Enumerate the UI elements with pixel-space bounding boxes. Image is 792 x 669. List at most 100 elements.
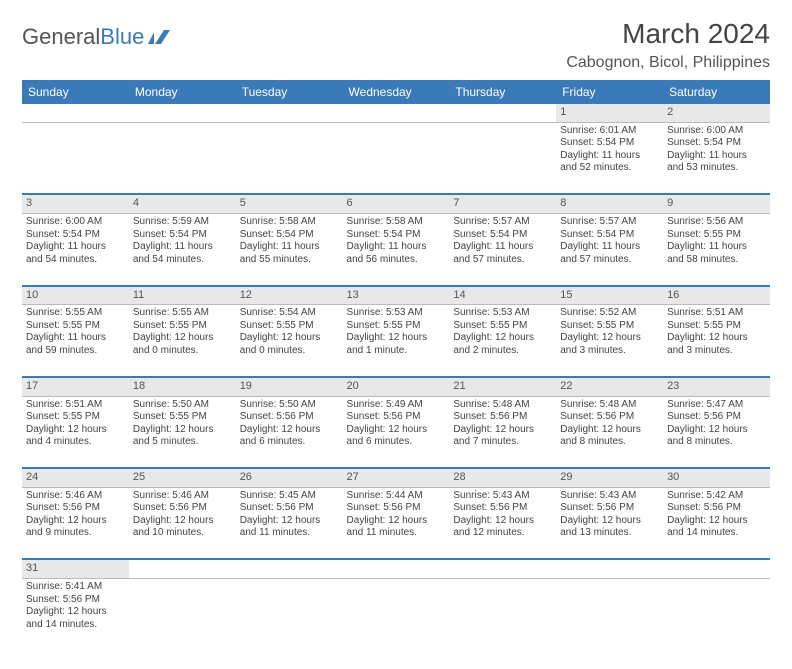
sunset-line: Sunset: 5:54 PM	[453, 229, 552, 242]
daylight-line: Daylight: 12 hours and 6 minutes.	[240, 424, 339, 449]
day-content-cell: Sunrise: 5:42 AMSunset: 5:56 PMDaylight:…	[663, 487, 770, 559]
day-number: 30	[667, 471, 679, 483]
daylight-line: Daylight: 12 hours and 14 minutes.	[26, 606, 125, 631]
daylight-line: Daylight: 11 hours and 54 minutes.	[26, 241, 125, 266]
day-content-cell	[22, 122, 129, 194]
sunset-line: Sunset: 5:56 PM	[347, 502, 446, 515]
weekday-header: Monday	[129, 80, 236, 104]
weekday-header: Wednesday	[343, 80, 450, 104]
sunset-line: Sunset: 5:56 PM	[560, 502, 659, 515]
sunset-line: Sunset: 5:54 PM	[347, 229, 446, 242]
sunset-line: Sunset: 5:54 PM	[560, 229, 659, 242]
daylight-line: Daylight: 12 hours and 7 minutes.	[453, 424, 552, 449]
day-number: 9	[667, 197, 673, 209]
sunset-line: Sunset: 5:55 PM	[26, 320, 125, 333]
day-content-cell: Sunrise: 5:50 AMSunset: 5:55 PMDaylight:…	[129, 396, 236, 468]
sunrise-line: Sunrise: 5:55 AM	[26, 307, 125, 320]
day-number-cell	[556, 559, 663, 578]
calendar-body: 12Sunrise: 6:01 AMSunset: 5:54 PMDayligh…	[22, 104, 770, 651]
daylight-line: Daylight: 12 hours and 3 minutes.	[560, 332, 659, 357]
day-number: 1	[560, 106, 566, 118]
brand-name-a: General	[22, 24, 100, 49]
sunset-line: Sunset: 5:56 PM	[453, 411, 552, 424]
daylight-line: Daylight: 11 hours and 53 minutes.	[667, 150, 766, 175]
header: GeneralBlue March 2024 Cabognon, Bicol, …	[22, 18, 770, 72]
day-content-cell	[129, 122, 236, 194]
day-number: 12	[240, 289, 252, 301]
day-number-cell: 15	[556, 286, 663, 305]
daylight-line: Daylight: 12 hours and 5 minutes.	[133, 424, 232, 449]
day-content-cell: Sunrise: 5:55 AMSunset: 5:55 PMDaylight:…	[22, 305, 129, 377]
day-number-cell: 8	[556, 194, 663, 213]
daylight-line: Daylight: 12 hours and 11 minutes.	[240, 515, 339, 540]
month-title: March 2024	[566, 18, 770, 50]
sunset-line: Sunset: 5:54 PM	[240, 229, 339, 242]
daylight-line: Daylight: 11 hours and 52 minutes.	[560, 150, 659, 175]
day-content-row: Sunrise: 6:01 AMSunset: 5:54 PMDaylight:…	[22, 122, 770, 194]
day-number: 17	[26, 380, 38, 392]
sunrise-line: Sunrise: 5:52 AM	[560, 307, 659, 320]
sunset-line: Sunset: 5:56 PM	[26, 594, 125, 607]
day-number-row: 24252627282930	[22, 468, 770, 487]
day-number-cell: 1	[556, 104, 663, 122]
daylight-line: Daylight: 12 hours and 14 minutes.	[667, 515, 766, 540]
sunrise-line: Sunrise: 6:00 AM	[667, 125, 766, 138]
daylight-line: Daylight: 12 hours and 3 minutes.	[667, 332, 766, 357]
day-content-row: Sunrise: 5:55 AMSunset: 5:55 PMDaylight:…	[22, 305, 770, 377]
brand-name-b: Blue	[100, 24, 144, 49]
sunset-line: Sunset: 5:56 PM	[667, 411, 766, 424]
day-content-cell: Sunrise: 5:51 AMSunset: 5:55 PMDaylight:…	[663, 305, 770, 377]
daylight-line: Daylight: 11 hours and 59 minutes.	[26, 332, 125, 357]
day-content-cell: Sunrise: 5:43 AMSunset: 5:56 PMDaylight:…	[556, 487, 663, 559]
sunset-line: Sunset: 5:56 PM	[240, 502, 339, 515]
day-number-cell: 19	[236, 377, 343, 396]
day-content-cell: Sunrise: 5:48 AMSunset: 5:56 PMDaylight:…	[449, 396, 556, 468]
day-number: 7	[453, 197, 459, 209]
sunrise-line: Sunrise: 5:50 AM	[133, 399, 232, 412]
day-number-cell: 18	[129, 377, 236, 396]
sunset-line: Sunset: 5:55 PM	[560, 320, 659, 333]
day-number: 23	[667, 380, 679, 392]
day-number-cell: 21	[449, 377, 556, 396]
daylight-line: Daylight: 12 hours and 8 minutes.	[667, 424, 766, 449]
sunrise-line: Sunrise: 6:01 AM	[560, 125, 659, 138]
day-number-cell	[236, 104, 343, 122]
sunset-line: Sunset: 5:56 PM	[240, 411, 339, 424]
sunset-line: Sunset: 5:55 PM	[667, 320, 766, 333]
page: GeneralBlue March 2024 Cabognon, Bicol, …	[0, 0, 792, 669]
sunset-line: Sunset: 5:54 PM	[26, 229, 125, 242]
day-number-cell	[343, 559, 450, 578]
daylight-line: Daylight: 12 hours and 11 minutes.	[347, 515, 446, 540]
sunset-line: Sunset: 5:54 PM	[667, 137, 766, 150]
day-content-cell	[449, 579, 556, 651]
day-content-cell	[556, 579, 663, 651]
sunrise-line: Sunrise: 5:50 AM	[240, 399, 339, 412]
day-number: 15	[560, 289, 572, 301]
day-content-cell: Sunrise: 5:44 AMSunset: 5:56 PMDaylight:…	[343, 487, 450, 559]
daylight-line: Daylight: 11 hours and 58 minutes.	[667, 241, 766, 266]
day-content-cell: Sunrise: 5:43 AMSunset: 5:56 PMDaylight:…	[449, 487, 556, 559]
brand-name: GeneralBlue	[22, 24, 144, 50]
day-number: 16	[667, 289, 679, 301]
sunrise-line: Sunrise: 5:55 AM	[133, 307, 232, 320]
day-content-cell: Sunrise: 5:53 AMSunset: 5:55 PMDaylight:…	[449, 305, 556, 377]
sunrise-line: Sunrise: 5:51 AM	[26, 399, 125, 412]
day-number: 21	[453, 380, 465, 392]
day-content-cell: Sunrise: 5:50 AMSunset: 5:56 PMDaylight:…	[236, 396, 343, 468]
calendar-table: SundayMondayTuesdayWednesdayThursdayFrid…	[22, 80, 770, 651]
day-content-cell	[236, 579, 343, 651]
daylight-line: Daylight: 12 hours and 13 minutes.	[560, 515, 659, 540]
daylight-line: Daylight: 12 hours and 1 minute.	[347, 332, 446, 357]
day-number-cell: 20	[343, 377, 450, 396]
sunrise-line: Sunrise: 5:59 AM	[133, 216, 232, 229]
sunrise-line: Sunrise: 5:48 AM	[560, 399, 659, 412]
sunset-line: Sunset: 5:56 PM	[26, 502, 125, 515]
sunrise-line: Sunrise: 5:45 AM	[240, 490, 339, 503]
weekday-header: Saturday	[663, 80, 770, 104]
day-content-cell: Sunrise: 5:59 AMSunset: 5:54 PMDaylight:…	[129, 214, 236, 286]
day-number-cell: 31	[22, 559, 129, 578]
daylight-line: Daylight: 12 hours and 4 minutes.	[26, 424, 125, 449]
day-content-cell: Sunrise: 5:56 AMSunset: 5:55 PMDaylight:…	[663, 214, 770, 286]
day-content-cell: Sunrise: 5:48 AMSunset: 5:56 PMDaylight:…	[556, 396, 663, 468]
daylight-line: Daylight: 12 hours and 12 minutes.	[453, 515, 552, 540]
